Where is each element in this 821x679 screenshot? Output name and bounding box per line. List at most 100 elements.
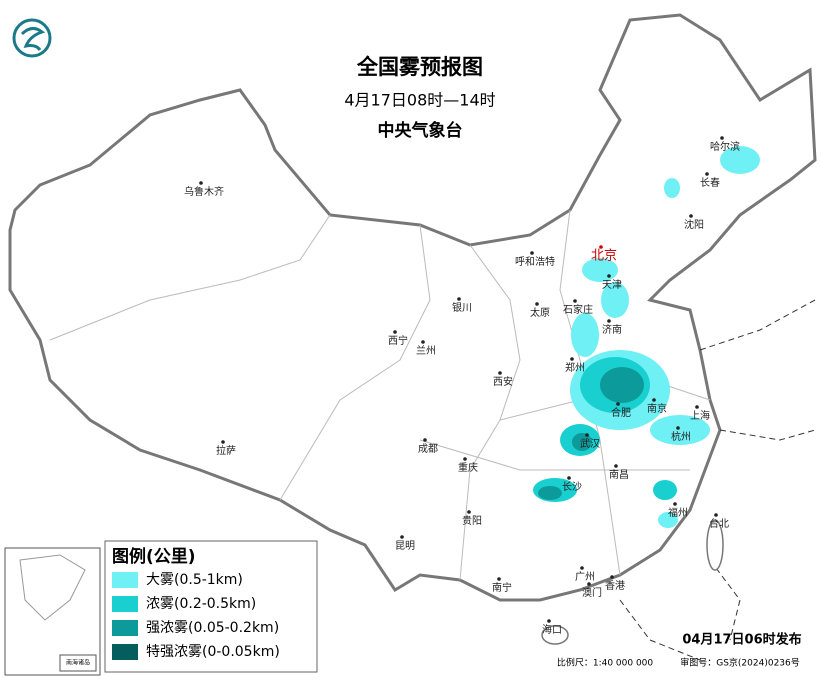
- city-dot: [570, 357, 574, 361]
- legend-title: 图例(公里): [112, 546, 196, 567]
- fog-area: [571, 313, 599, 357]
- city-dot: [535, 302, 539, 306]
- city-dot: [607, 274, 611, 278]
- city-dot: [497, 577, 501, 581]
- city-label: 长春: [700, 177, 720, 189]
- city-dot: [463, 457, 467, 461]
- city-label: 香港: [605, 580, 625, 592]
- inset-map: 南海诸岛: [4, 547, 101, 676]
- city-dot: [547, 619, 551, 623]
- city-label: 广州: [575, 571, 595, 583]
- city-label: 上海: [690, 409, 710, 422]
- city-label: 济南: [602, 323, 622, 336]
- city-label: 杭州: [671, 430, 691, 443]
- issued-time: 04月17日06时发布: [682, 632, 801, 648]
- city-dot: [714, 513, 718, 517]
- city-label: 天津: [602, 279, 622, 291]
- city-dot: [567, 476, 571, 480]
- city-dot: [705, 172, 709, 176]
- city-dot: [498, 371, 502, 375]
- city-label: 呼和浩特: [515, 256, 555, 268]
- city-label: 西宁: [388, 334, 408, 347]
- issuer: 中央气象台: [378, 120, 463, 141]
- city-label: 兰州: [416, 344, 436, 357]
- city-dot: [400, 535, 404, 539]
- city-label: 澳门: [582, 586, 602, 599]
- city-dot: [199, 181, 203, 185]
- fog-area: [601, 282, 629, 318]
- inset-label: 南海诸岛: [66, 659, 90, 667]
- city-label: 北京: [591, 249, 617, 264]
- scale: 比例尺：1:40 000 000: [557, 657, 654, 669]
- city-label: 台北: [709, 517, 729, 530]
- city-dot: [587, 582, 591, 586]
- city-dot: [652, 398, 656, 402]
- city-label: 乌鲁木齐: [184, 185, 224, 198]
- city-label: 成都: [418, 443, 438, 455]
- subtitle: 4月17日08时—14时: [344, 91, 495, 110]
- city-dot: [614, 464, 618, 468]
- country-outline: [8, 13, 817, 602]
- city-label: 重庆: [458, 461, 478, 474]
- title-block: 全国雾预报图 4月17日08时—14时 中央气象台: [344, 55, 495, 141]
- city-dot: [423, 438, 427, 442]
- city-label: 贵阳: [462, 514, 482, 527]
- city-label: 沈阳: [684, 218, 704, 231]
- legend: 图例(公里) 大雾(0.5-1km) 浓雾(0.2-0.5km) 强浓雾(0.05-…: [104, 540, 318, 673]
- logo: [12, 18, 52, 58]
- approval: 审图号：GS京(2024)0236号: [680, 657, 800, 669]
- sea-borders: [619, 299, 816, 661]
- legend-swatch: [112, 620, 138, 636]
- city-dot: [393, 330, 397, 334]
- legend-label: 大雾(0.5-1km): [146, 572, 243, 588]
- legend-label: 特强浓雾(0-0.05km): [146, 644, 280, 660]
- city-dot: [599, 245, 603, 249]
- city-dot: [573, 299, 577, 303]
- city-dot: [610, 575, 614, 579]
- fog-area: [658, 512, 678, 528]
- city-dot: [673, 502, 677, 506]
- city-label: 石家庄: [563, 303, 593, 316]
- city-label: 南京: [647, 402, 667, 415]
- legend-swatch: [112, 596, 138, 612]
- city-label: 武汉: [580, 437, 600, 450]
- legend-label: 浓雾(0.2-0.5km): [146, 596, 256, 612]
- city-label: 郑州: [565, 361, 585, 374]
- hainan: [541, 625, 569, 645]
- legend-label: 强浓雾(0.05-0.2km): [146, 620, 279, 636]
- city-dot: [421, 340, 425, 344]
- legend-swatch: [112, 572, 138, 588]
- city-dot: [607, 319, 611, 323]
- city-label: 银川: [452, 301, 472, 314]
- fog-area: [572, 433, 592, 451]
- fog-area: [653, 480, 677, 500]
- city-label: 拉萨: [216, 444, 236, 457]
- city-label: 西安: [493, 375, 513, 388]
- city-dot: [580, 566, 584, 570]
- taiwan: [706, 519, 724, 571]
- city-label: 昆明: [395, 540, 415, 552]
- city-dot: [221, 440, 225, 444]
- city-dot: [585, 433, 589, 437]
- city-label: 哈尔滨: [710, 140, 740, 153]
- city-label: 太原: [530, 306, 550, 319]
- city-label: 合肥: [611, 406, 631, 419]
- city-dot: [530, 251, 534, 255]
- fog-areas: [533, 146, 760, 528]
- fog-area: [650, 415, 710, 445]
- city-label: 南昌: [609, 468, 629, 481]
- city-dot: [695, 405, 699, 409]
- city-dot: [720, 136, 724, 140]
- title: 全国雾预报图: [356, 55, 483, 79]
- city-dot: [616, 402, 620, 406]
- city-dot: [676, 426, 680, 430]
- fog-area: [664, 178, 680, 198]
- fog-area: [600, 367, 644, 403]
- city-label: 海口: [542, 623, 562, 636]
- city-label: 南宁: [492, 581, 512, 594]
- legend-swatch: [112, 644, 138, 660]
- city-dot: [457, 297, 461, 301]
- fog-area: [538, 486, 562, 500]
